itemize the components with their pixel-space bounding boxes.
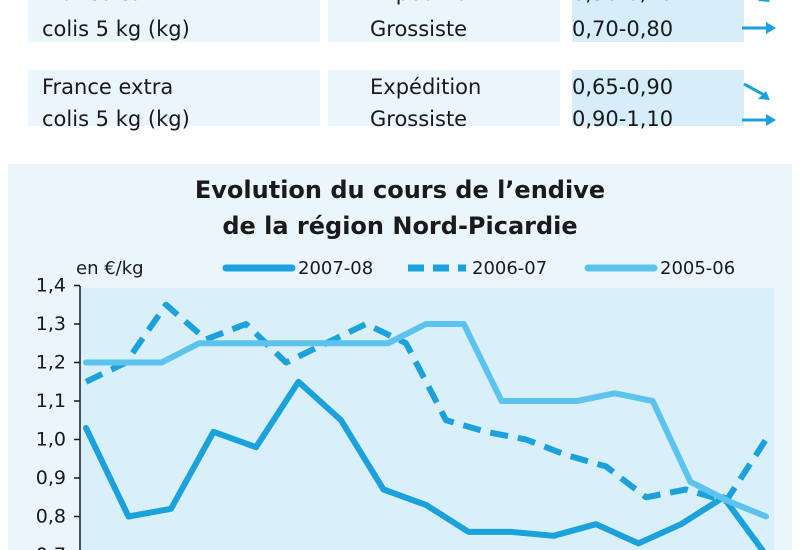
chart-title-line-1: Evolution du cours de l’endive	[195, 176, 605, 204]
trend-right-arrow-icon	[742, 22, 776, 34]
market-cell	[328, 70, 560, 126]
product-label: colis 5 kg (kg)	[42, 107, 190, 131]
y-tick-label: 1,1	[36, 390, 66, 412]
y-axis-ticks: 1,4 1,3 1,2 1,1 1,0 0,9 0,8 0,7	[36, 275, 80, 550]
price-table: France cat. I colis 5 kg (kg) Expédition…	[0, 0, 800, 150]
price-value: 0,90-1,10	[572, 107, 674, 131]
series-line-2005-06	[83, 321, 769, 520]
y-axis-unit-label: en €/kg	[76, 258, 144, 279]
market-label: Grossiste	[370, 107, 468, 131]
legend-label: 2005-06	[660, 258, 735, 279]
legend-label: 2007-08	[298, 258, 373, 279]
series-line-2007-08	[83, 378, 767, 550]
price-cell	[572, 0, 744, 42]
y-tick-label: 1,4	[36, 275, 66, 297]
y-tick-label: 1,2	[36, 352, 66, 374]
legend: 2007-08 2006-07 2005-06	[222, 258, 735, 279]
y-tick-label: 1,3	[36, 313, 66, 335]
market-label: Grossiste	[370, 17, 468, 41]
y-tick-label: 1,0	[36, 429, 66, 451]
y-tick-label: 0,9	[36, 467, 66, 489]
price-row: France cat. I colis 5 kg (kg) Expédition…	[28, 0, 776, 42]
price-value: 0,65-0,90	[572, 75, 674, 99]
y-tick-label: 0,7	[36, 544, 66, 550]
trend-down-arrow-icon	[743, 82, 770, 100]
market-label: Expédition	[370, 0, 481, 8]
trend-right-arrow-icon	[742, 114, 776, 126]
product-label: France cat. I	[42, 0, 171, 8]
series-group	[83, 301, 769, 550]
product-label: France extra	[42, 75, 174, 99]
price-value: 0,50-0,70	[572, 0, 673, 8]
product-cell	[28, 70, 320, 126]
line-chart: Evolution du cours de l’endive de la rég…	[36, 176, 774, 550]
product-cell	[28, 0, 320, 42]
plot-area	[80, 288, 774, 550]
chart-title-line-2: de la région Nord-Picardie	[222, 212, 577, 240]
product-label: colis 5 kg (kg)	[42, 17, 190, 41]
y-tick-label: 0,8	[36, 506, 66, 528]
market-cell	[328, 0, 560, 42]
price-value: 0,70-0,80	[572, 17, 674, 41]
price-row: France extra colis 5 kg (kg) Expédition …	[28, 70, 776, 131]
trend-down-arrow-icon	[758, 0, 770, 2]
price-cell	[572, 70, 744, 126]
market-label: Expédition	[370, 75, 482, 99]
series-line-2006-07	[84, 301, 769, 505]
chart-panel: Evolution du cours de l’endive de la rég…	[8, 164, 792, 550]
legend-label: 2006-07	[472, 258, 547, 279]
